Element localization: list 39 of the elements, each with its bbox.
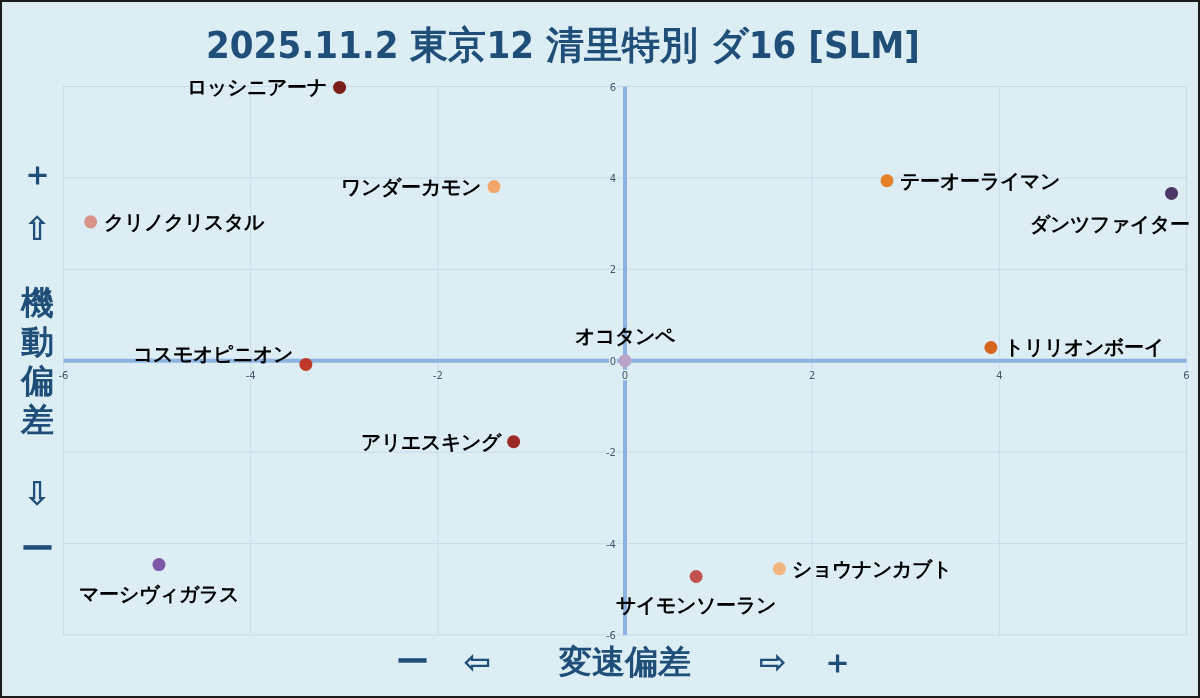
point	[84, 215, 98, 229]
series-label: クリノクリスタル	[103, 209, 265, 234]
point	[618, 354, 632, 368]
series-label: オコタンペ	[575, 323, 676, 348]
x-tick-label: -2	[432, 369, 443, 381]
point	[333, 80, 347, 94]
series-label: マーシヴィガラス	[78, 581, 239, 606]
point	[487, 180, 501, 194]
y-tick-label: -6	[606, 630, 616, 641]
point	[689, 569, 703, 583]
x-tick-label: 2	[808, 369, 816, 381]
series-label: ショウナンカブト	[792, 556, 953, 581]
chart-title: 2025.11.2 東京12 清里特別 ダ16 [SLM]	[206, 23, 920, 67]
y-tick-label: -2	[606, 447, 616, 459]
x-tick-label: -4	[245, 369, 256, 381]
series-label: ダンツファイター	[1029, 212, 1190, 237]
series-label: ワンダーカモン	[340, 174, 481, 199]
point	[507, 435, 521, 449]
x-tick-label: 4	[996, 369, 1003, 381]
point	[880, 174, 894, 188]
series-label: コスモオピニオン	[132, 342, 293, 367]
text: ー ⇦ 変速偏差 ⇨ ＋	[396, 642, 854, 681]
series-label: テーオーライマン	[900, 168, 1061, 193]
y-tick-label: 6	[609, 81, 616, 93]
y-tick-label: -4	[606, 538, 616, 550]
series-label: アリエスキング	[360, 429, 502, 454]
x-tick-label: -6	[58, 369, 69, 381]
series-label: トリリオンボーイ	[1003, 335, 1164, 360]
point	[299, 357, 313, 371]
point	[152, 558, 166, 572]
point	[984, 341, 998, 354]
y-axis-title: ＋ ⇧ 機動偏差 ⇩ ー	[18, 154, 54, 569]
point	[1165, 186, 1179, 200]
point	[772, 562, 786, 576]
series-label: サイモンソーラン	[616, 593, 777, 618]
x-tick-label: 6	[1183, 369, 1190, 381]
y-tick-label: 2	[609, 264, 616, 276]
series-label: ロッシニアーナ	[186, 75, 327, 100]
y-tick-label: 4	[609, 172, 616, 184]
